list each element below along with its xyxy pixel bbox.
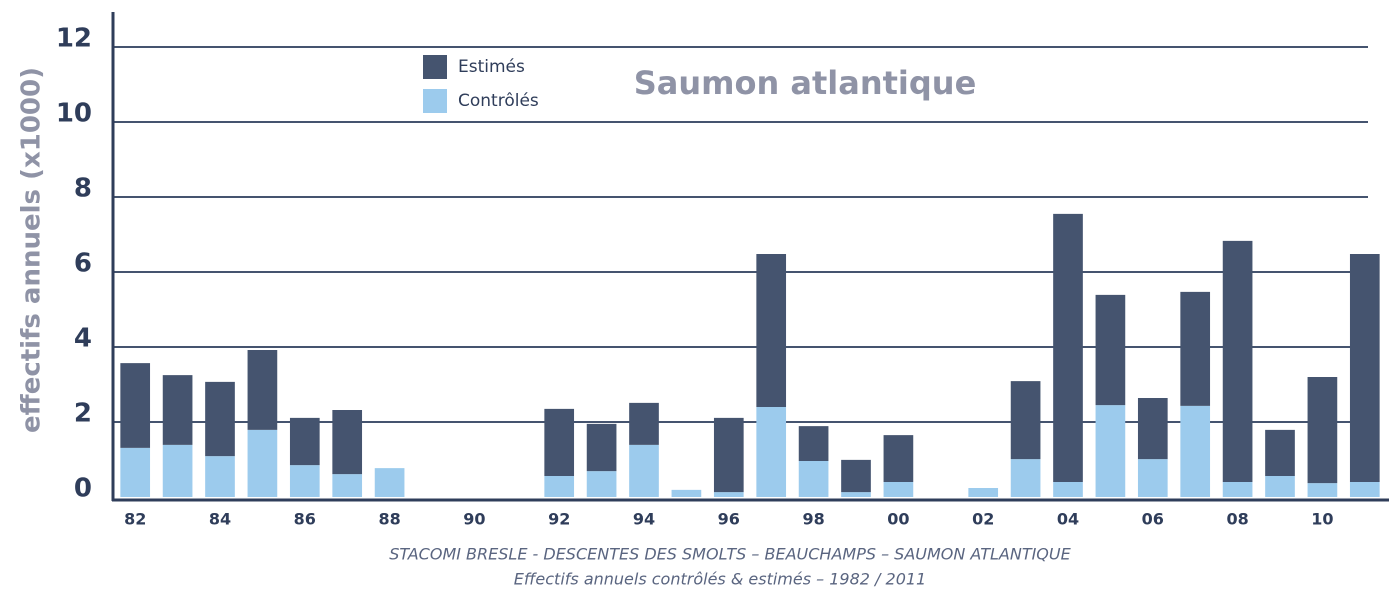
bar-segment [1010,459,1041,497]
bar-segment [1307,483,1338,497]
bar-segment [883,435,914,482]
x-tick-label: 92 [548,510,570,529]
bar-segment [968,488,999,497]
bar-segment [798,426,829,461]
bar-segment [289,465,320,497]
x-tick-label: 88 [378,510,400,529]
x-tick-label: 96 [718,510,740,529]
bar-segment [544,476,575,497]
bar-segment [586,471,617,497]
bar-segment [162,375,193,445]
bar-segment [841,459,871,493]
y-tick-label: 8 [74,174,92,204]
bar-segment [713,417,744,493]
x-tick-label: 06 [1142,510,1164,529]
bar-segment [713,492,744,497]
bar-segment [120,447,151,497]
bar-segment [756,254,787,407]
legend-swatch [423,89,447,113]
bar-segment [1010,381,1041,460]
y-tick-label: 0 [74,474,92,504]
x-tick-label: 98 [802,510,824,529]
y-tick-label: 2 [74,399,92,429]
bar-segment [289,417,320,466]
legend-label: Contrôlés [458,91,539,111]
bar-segment [1137,398,1168,460]
y-tick-label: 10 [56,99,92,129]
x-tick-label: 84 [209,510,231,529]
bar-segment [629,402,659,445]
bar-segment [671,489,702,497]
legend-swatch [423,55,447,79]
bar-segment [247,429,278,497]
bar-segment [1095,405,1126,497]
bar-segment [841,492,871,497]
bar-segment [1222,482,1253,497]
bar-segment [1137,459,1168,497]
bar-segment [120,363,151,448]
bar-segment [205,456,235,497]
bar-segment [332,410,363,475]
bar-segment [1053,482,1083,497]
bar-segment [1349,482,1380,497]
legend-label: Estimés [458,57,525,77]
bar-segment [544,408,575,476]
x-tick-label: 86 [294,510,316,529]
bar-segment [332,474,363,497]
bar-segment [374,468,405,497]
caption: STACOMI BRESLE - DESCENTES DES SMOLTS – … [389,545,1071,564]
y-axis-label: effectifs annuels (x1000) [17,67,47,433]
x-tick-label: 82 [124,510,146,529]
x-tick-label: 10 [1311,510,1333,529]
bar-segment [1180,405,1211,497]
bar-segment [629,444,659,497]
bar-segment [205,381,235,457]
bar-segment [883,482,914,497]
bar-segment [1265,429,1295,476]
bar-segment [586,423,617,472]
bar-segment [756,407,787,497]
bar-segment [1053,213,1083,482]
y-tick-label: 4 [74,324,92,354]
bar-segment [247,350,278,430]
x-tick-label: 94 [633,510,655,529]
bar-segment [1349,254,1380,482]
y-tick-label: 12 [56,24,92,54]
bar-segment [1180,291,1211,406]
bar-segment [1222,240,1253,482]
y-tick-label: 6 [74,249,92,279]
x-tick-label: 04 [1057,510,1079,529]
bar-segment [1265,476,1295,497]
bar-segment [1307,377,1338,484]
bar-segment [162,444,193,497]
caption: Effectifs annuels contrôlés & estimés – … [514,570,926,589]
bar-segment [1095,294,1126,406]
bar-segment [798,461,829,497]
x-tick-label: 08 [1226,510,1248,529]
x-tick-label: 00 [887,510,909,529]
x-tick-label: 02 [972,510,994,529]
chart-title: Saumon atlantique [634,64,977,102]
x-tick-label: 90 [463,510,485,529]
